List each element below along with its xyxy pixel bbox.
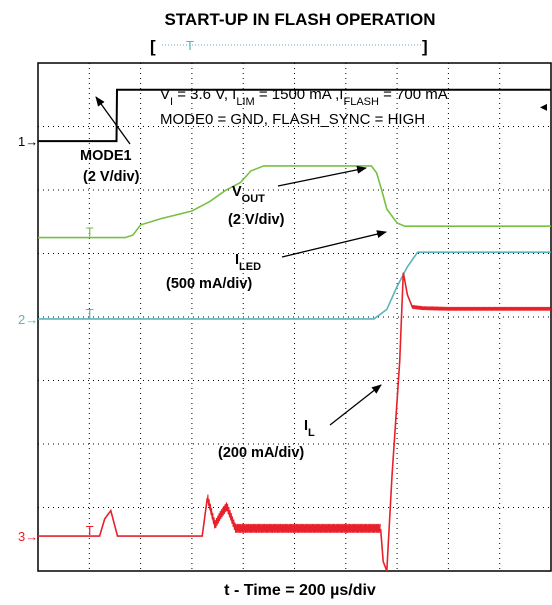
iled-ground-mark: T (86, 306, 94, 321)
plot-frame (37, 62, 552, 572)
channel-markers: 1→ 2→ 3→ (18, 134, 38, 544)
trace-layer: T T T (38, 88, 551, 572)
trigger-bracket-right: ] (422, 37, 428, 56)
trigger-level-arrow: ◂ (540, 99, 547, 115)
channel-marker-2: 2→ (18, 312, 38, 327)
conditions-line-1: VI = 3.6 V, ILIM = 1500 mA ,IFLASH = 700… (160, 86, 448, 108)
trace-mode1 (38, 88, 551, 143)
annotation-vout: VOUT (2 V/div) (228, 165, 367, 228)
il-arrow (329, 384, 382, 426)
grid (38, 63, 551, 571)
conditions-line-2: MODE0 = GND, FLASH_SYNC = HIGH (160, 111, 425, 128)
chart-title: START-UP IN FLASH OPERATION (164, 10, 435, 29)
vout-scale: (2 V/div) (228, 212, 285, 228)
il-ground-mark: T (86, 523, 94, 538)
trigger-bracket: [ T ] (150, 37, 428, 56)
iled-arrow (281, 230, 387, 258)
channel-marker-3: 3→ (18, 529, 38, 544)
vout-arrow (277, 165, 367, 187)
annotation-iled: ILED (500 mA/div) (166, 230, 387, 292)
trace-il-ripple (412, 305, 551, 311)
iled-name: ILED (235, 252, 261, 273)
annotation-il: IL (200 mA/div) (218, 384, 382, 461)
trigger-bracket-mark: T (186, 38, 194, 53)
channel-marker-1: 1→ (18, 134, 38, 149)
mode1-scale: (2 V/div) (83, 169, 140, 185)
trace-iled (38, 251, 551, 320)
mode1-arrow (95, 96, 131, 145)
vout-ground-mark: T (86, 225, 94, 240)
vout-name: VOUT (232, 184, 265, 205)
x-axis-label: t - Time = 200 µs/div (224, 582, 376, 599)
iled-scale: (500 mA/div) (166, 276, 252, 292)
conditions-block: VI = 3.6 V, ILIM = 1500 mA ,IFLASH = 700… (160, 86, 448, 128)
il-scale: (200 mA/div) (218, 445, 304, 461)
trigger-bracket-left: [ (150, 37, 156, 56)
annotation-mode1: MODE1 (2 V/div) (80, 96, 140, 185)
mode1-name: MODE1 (80, 148, 132, 164)
trace-vout (38, 165, 551, 239)
trace-il-ripple (206, 494, 381, 533)
il-name: IL (304, 418, 315, 439)
